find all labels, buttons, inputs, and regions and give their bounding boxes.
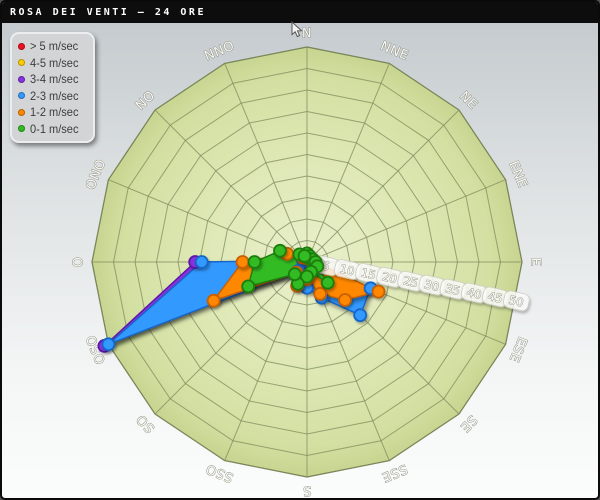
compass-label-NE: NE (456, 89, 480, 113)
legend-color-dot (18, 75, 25, 83)
legend-item: 1-2 m/sec (18, 104, 83, 121)
legend-color-dot (18, 92, 25, 100)
window-title: ROSA DEI VENTI – 24 ORE (10, 7, 206, 18)
axis-tick-label: 50 (508, 293, 525, 310)
data-point-4-SE[interactable] (338, 293, 352, 307)
legend-label: > 5 m/sec (30, 39, 79, 54)
grid-spoke-NNE (306, 63, 390, 263)
grid-spoke-NNO (224, 63, 308, 263)
data-point-5-SO[interactable] (287, 267, 302, 282)
legend-item: 3-4 m/sec (18, 71, 83, 88)
legend-color-dot (18, 42, 25, 50)
grid-spoke-SO (154, 261, 308, 415)
compass-label-S: S (303, 483, 312, 498)
axis-badge-15: 15 (355, 263, 382, 284)
legend-label: 2-3 m/sec (30, 88, 79, 103)
axis-tick-label: 5 (321, 258, 331, 273)
compass-label-O: O (72, 257, 87, 268)
grid-spoke-ENE (306, 179, 506, 263)
compass-label-ESE: ESE (506, 334, 530, 364)
compass-label-ENE: ENE (505, 159, 529, 190)
compass-label-SE: SE (457, 412, 480, 435)
data-point-5-NNO[interactable] (297, 249, 312, 263)
data-point-5-ONO[interactable] (273, 243, 287, 258)
legend-color-dot (18, 59, 25, 67)
compass-label-E: E (528, 258, 543, 267)
axis-tick-label: 30 (423, 277, 440, 294)
compass-label-N: N (302, 27, 312, 42)
legend: > 5 m/sec 4-5 m/sec 3-4 m/sec 2-3 m/sec … (10, 32, 95, 143)
data-point-4-ESE[interactable] (371, 284, 386, 299)
legend-item: > 5 m/sec (18, 38, 83, 55)
compass-label-NNO: NNO (202, 39, 237, 65)
titlebar: ROSA DEI VENTI – 24 ORE (2, 2, 598, 23)
data-point-5-SE[interactable] (320, 275, 335, 290)
legend-color-dot (18, 108, 25, 116)
axis-badge-25: 25 (397, 270, 424, 292)
grid-spoke-NE (306, 109, 460, 263)
data-point-5-OSO[interactable] (241, 279, 256, 294)
axis-tick-label: 25 (402, 273, 419, 290)
legend-color-dot (18, 125, 25, 133)
compass-label-ONO: ONO (83, 157, 109, 192)
mouse-cursor (291, 21, 303, 38)
legend-label: 1-2 m/sec (30, 105, 79, 120)
axis-badge-30: 30 (418, 274, 446, 296)
compass-label-SO: SO (134, 411, 158, 435)
data-point-5-O[interactable] (247, 255, 262, 269)
compass-label-SSE: SSE (379, 461, 409, 485)
legend-item: 2-3 m/sec (18, 88, 83, 105)
axis-tick-label: 15 (360, 265, 377, 282)
axis-tick-label: 10 (338, 262, 355, 279)
axis-badge-10: 10 (334, 259, 361, 280)
grid-spoke-SSO (224, 261, 308, 461)
axis-badge-50: 50 (503, 290, 530, 312)
grid-spoke-NO (154, 109, 308, 263)
data-point-4-OSO[interactable] (206, 293, 221, 308)
series-points-5 (241, 243, 335, 294)
legend-label: 0-1 m/sec (30, 121, 79, 136)
data-point-4-O[interactable] (235, 255, 250, 269)
compass-label-NNE: NNE (378, 39, 411, 64)
axis-tick-label: 35 (444, 281, 461, 298)
data-point-3-OSO[interactable] (101, 337, 116, 352)
data-point-4-SSE[interactable] (313, 286, 328, 301)
legend-label: 3-4 m/sec (30, 72, 79, 87)
axis-badge-45: 45 (482, 286, 509, 308)
data-point-3-SE[interactable] (353, 308, 368, 323)
axis-tick-label: 40 (465, 285, 482, 302)
data-point-3-O[interactable] (194, 255, 209, 269)
axis-tick-label: 20 (381, 269, 398, 286)
legend-label: 4-5 m/sec (30, 55, 79, 70)
legend-item: 4-5 m/sec (18, 55, 83, 72)
legend-item: 0-1 m/sec (18, 121, 83, 138)
axis-tick-label: 45 (486, 289, 503, 306)
compass-label-SSO: SSO (204, 460, 236, 485)
